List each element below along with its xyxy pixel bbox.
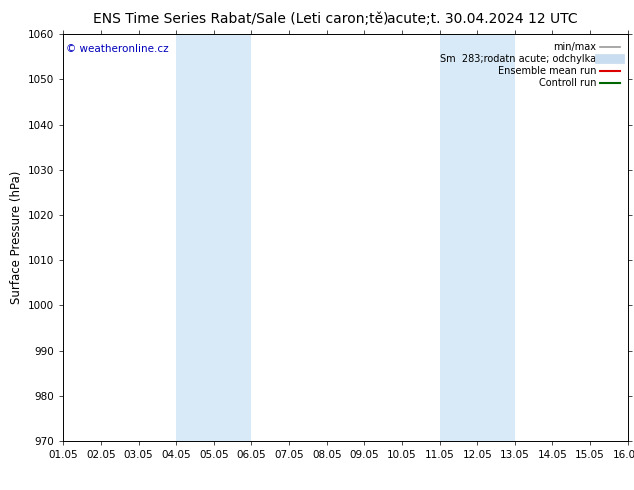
Bar <box>439 34 515 441</box>
Bar <box>176 34 252 441</box>
Y-axis label: Surface Pressure (hPa): Surface Pressure (hPa) <box>10 171 23 304</box>
Legend: min/max, Sm  283;rodatn acute; odchylka, Ensemble mean run, Controll run: min/max, Sm 283;rodatn acute; odchylka, … <box>437 39 623 91</box>
Text: acute;t. 30.04.2024 12 UTC: acute;t. 30.04.2024 12 UTC <box>387 12 577 26</box>
Text: © weatheronline.cz: © weatheronline.cz <box>66 45 169 54</box>
Text: ENS Time Series Rabat/Sale (Leti caron;tě): ENS Time Series Rabat/Sale (Leti caron;t… <box>93 12 389 26</box>
